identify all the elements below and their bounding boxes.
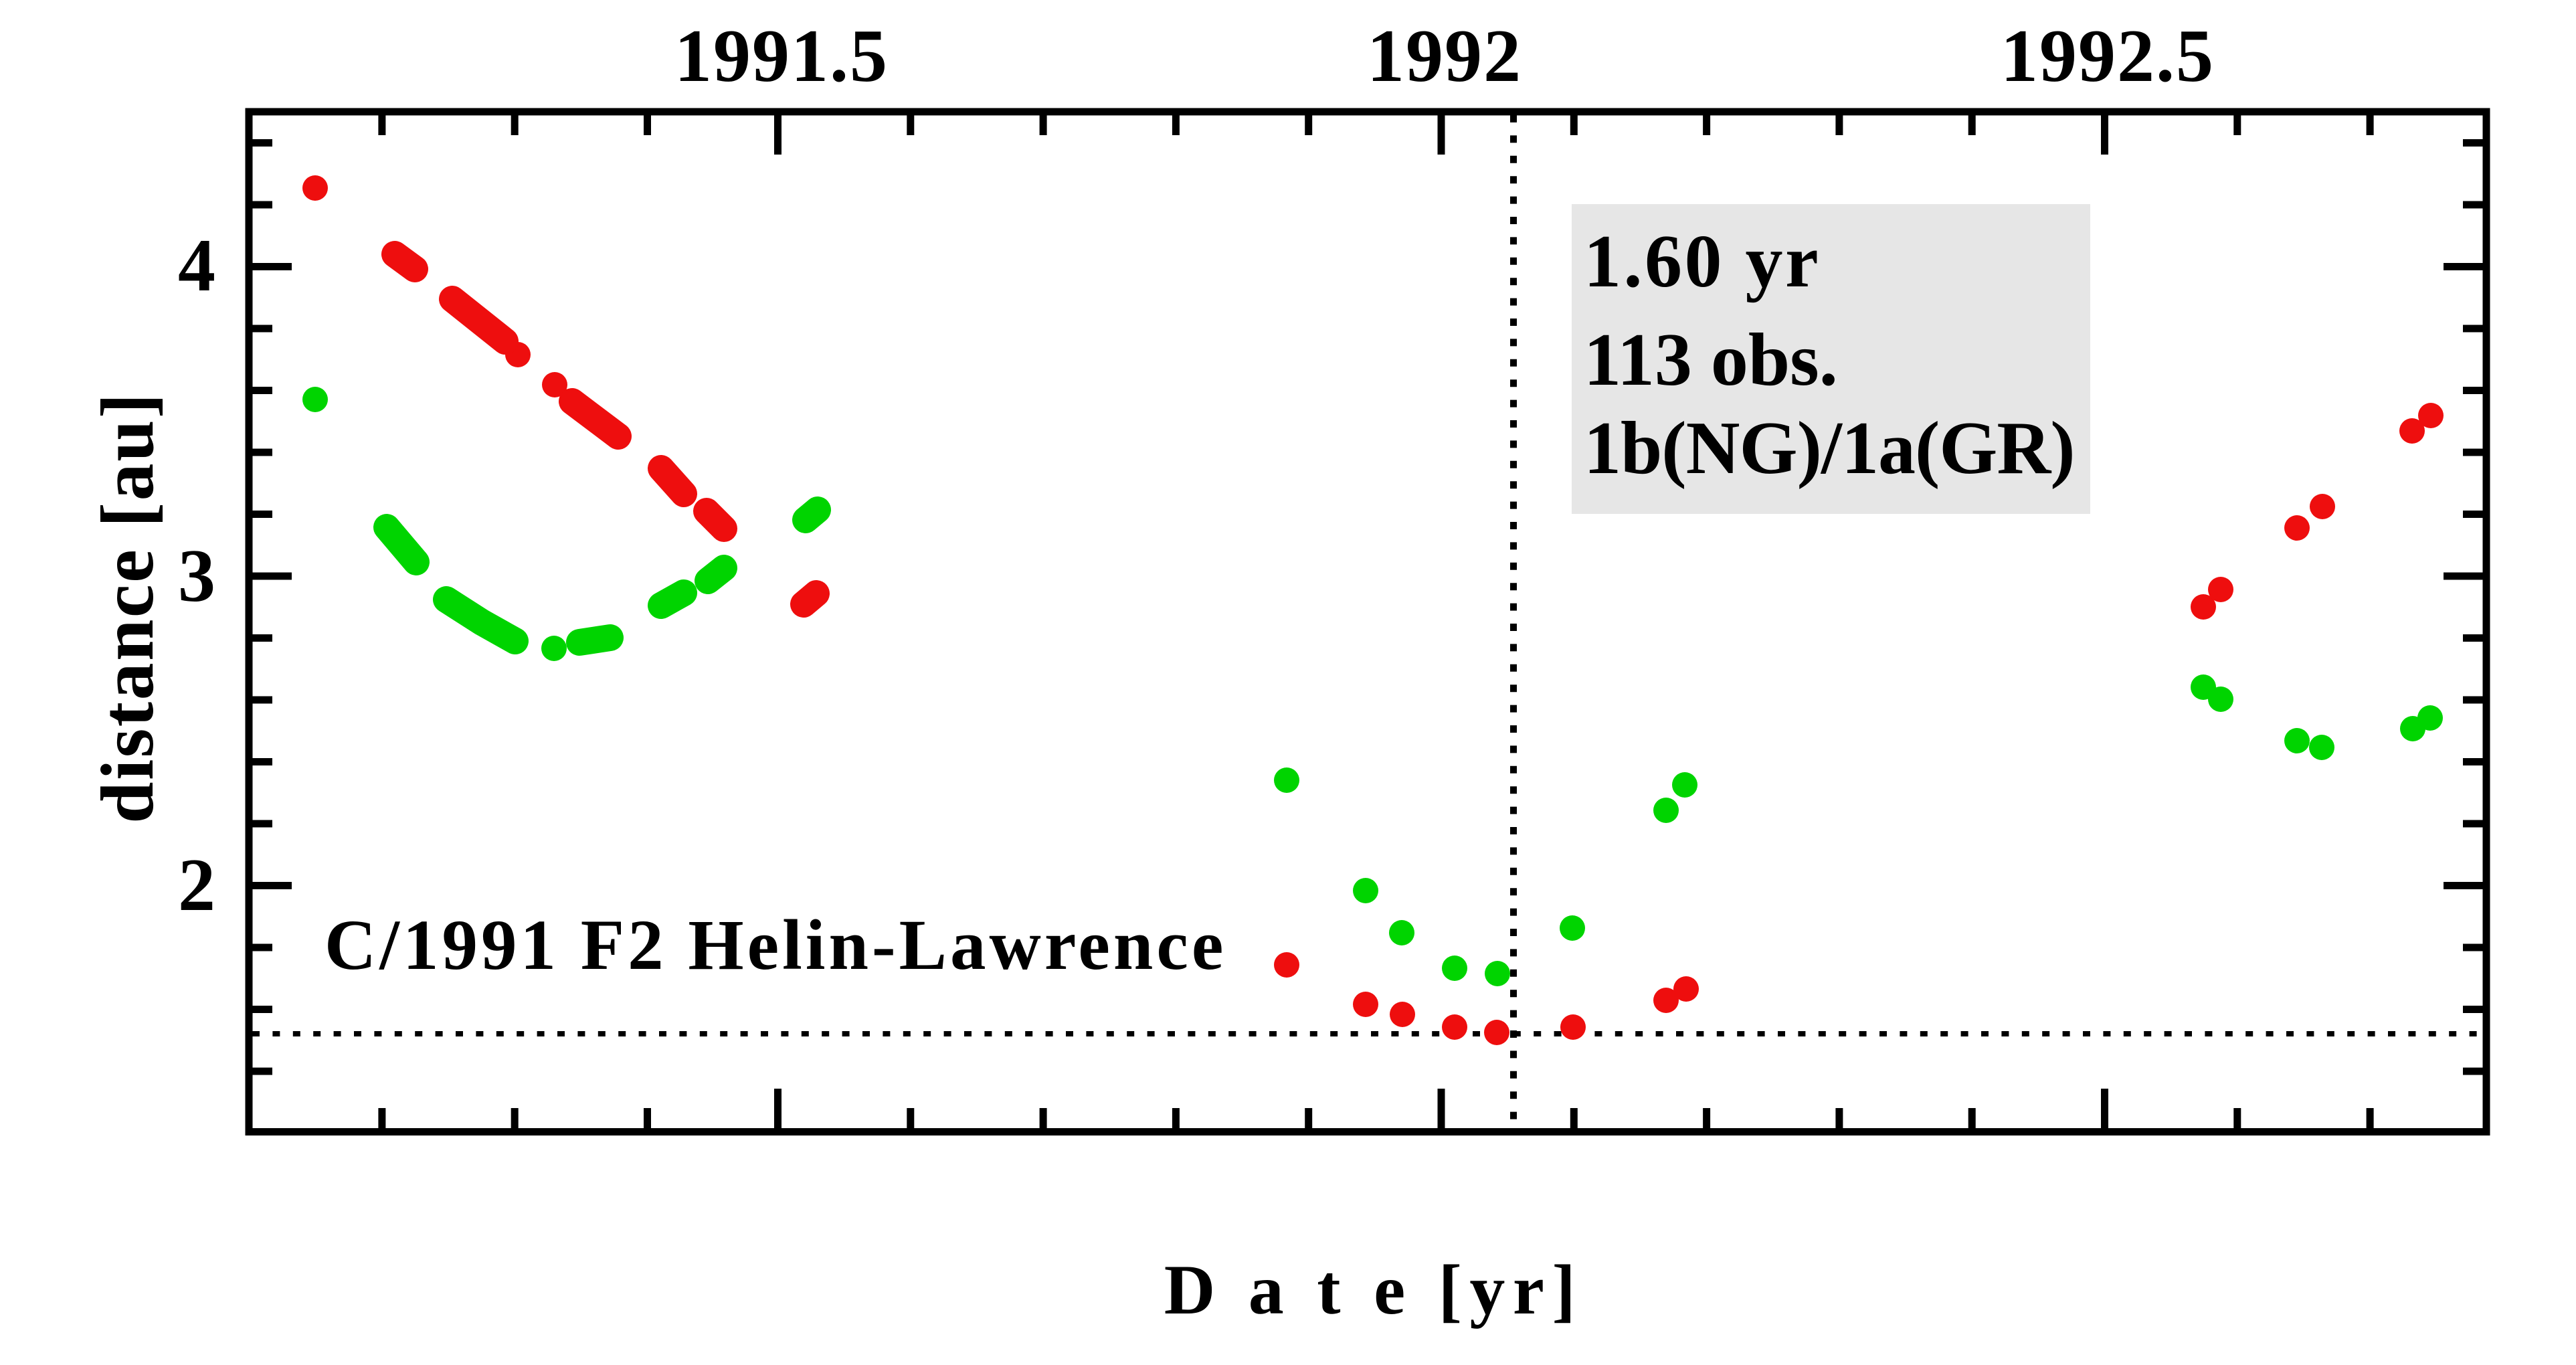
svg-text:1992.5: 1992.5: [2001, 15, 2215, 98]
svg-text:3: 3: [178, 535, 215, 618]
svg-text:2: 2: [178, 844, 215, 927]
svg-text:113 obs.: 113 obs.: [1584, 318, 1838, 401]
svg-text:1991.5: 1991.5: [674, 15, 889, 98]
svg-text:distance [au]: distance [au]: [86, 391, 169, 823]
svg-text:1b(NG)/1a(GR): 1b(NG)/1a(GR): [1584, 407, 2075, 490]
svg-text:4: 4: [178, 224, 215, 307]
svg-text:C/1991 F2 Helin-Lawrence: C/1991 F2 Helin-Lawrence: [325, 906, 1226, 985]
svg-text:D a t e [yr]: D a t e [yr]: [1164, 1251, 1584, 1329]
svg-text:1.60 yr: 1.60 yr: [1584, 220, 1821, 303]
svg-text:1992: 1992: [1367, 15, 1522, 98]
